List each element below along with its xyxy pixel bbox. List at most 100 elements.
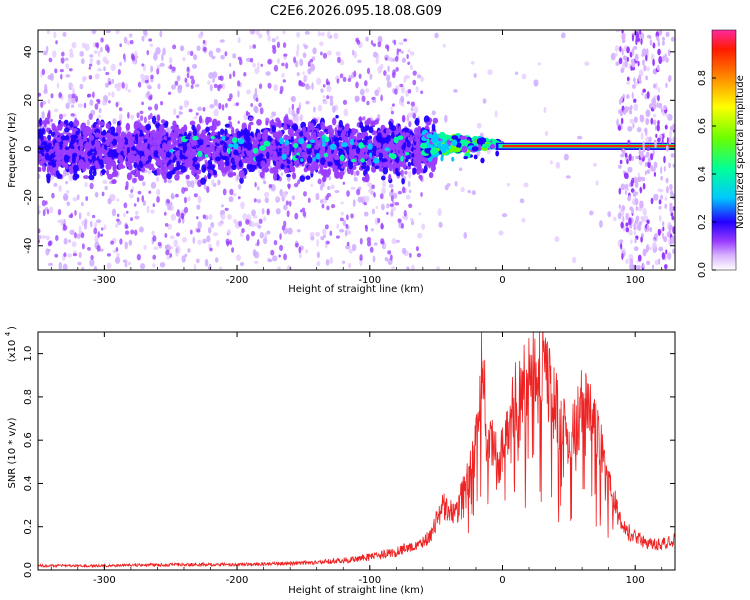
spectrogram-noise-cell xyxy=(390,195,394,202)
spectrogram-noise-cell xyxy=(38,205,41,210)
spectrogram-noise-cell xyxy=(178,218,181,224)
spectrogram-x-ticks: -300 -200 -100 0 100 xyxy=(50,30,663,286)
spectrogram-noise-cell xyxy=(212,77,215,83)
spectrogram-band-cell xyxy=(120,150,124,157)
spectrogram-band-cell xyxy=(407,161,412,167)
snr-x-tick-label: -100 xyxy=(358,575,381,586)
spectrogram-noise-cell xyxy=(283,53,288,57)
spectrogram-noise-cell xyxy=(69,83,74,89)
spectrogram-noise-cell xyxy=(238,58,243,66)
spectrogram-noise-cell xyxy=(358,73,362,79)
spectrogram-noise-cell xyxy=(436,266,440,270)
spectrogram-band-cell xyxy=(141,142,146,151)
spectrogram-noise-cell xyxy=(628,153,632,162)
spectrogram-noise-cell xyxy=(324,224,329,230)
spectrogram-noise-cell xyxy=(340,201,344,205)
spectrogram-transition-cell xyxy=(430,148,438,155)
spectrogram-noise-cell xyxy=(623,109,627,116)
spectrogram-noise-cell xyxy=(272,47,277,54)
spectrogram-noise-cell xyxy=(111,91,115,98)
spectrogram-noise-cell xyxy=(521,73,527,80)
spectrogram-band-cell xyxy=(212,137,216,144)
spectrogram-noise-cell xyxy=(383,70,387,77)
spectrogram-highlight-cell xyxy=(367,143,373,151)
spectrogram-noise-cell xyxy=(654,140,657,149)
spectrogram-band-cell xyxy=(72,134,79,140)
spectrogram-noise-cell xyxy=(622,215,625,223)
spectrogram-noise-cell xyxy=(260,63,263,67)
spectrogram-noise-cell xyxy=(621,253,624,260)
spectrogram-band-cell xyxy=(128,139,134,148)
spectrogram-band-cell xyxy=(386,159,391,166)
spectrogram-band-cell xyxy=(215,146,221,155)
spectrogram-noise-cell xyxy=(60,57,65,64)
spectrogram-noise-cell xyxy=(87,247,91,251)
spectrogram-noise-cell xyxy=(618,57,623,65)
spectrogram-noise-cell xyxy=(242,213,248,221)
spectrogram-band-cell xyxy=(292,172,297,180)
spectrogram-highlight-cell xyxy=(389,153,397,160)
spectrogram-noise-cell xyxy=(153,246,159,250)
spectrogram-noise-cell xyxy=(669,190,674,197)
spectrogram-noise-cell xyxy=(646,48,649,57)
spectrogram-noise-cell xyxy=(316,239,319,247)
spectrogram-noise-cell xyxy=(637,224,641,231)
spectrogram-band-cell xyxy=(189,166,196,171)
spectrogram-band-cell xyxy=(174,173,180,181)
spectrogram-noise-cell xyxy=(154,103,159,111)
spectrogram-noise-cell xyxy=(467,190,472,194)
spectrogram-noise-cell xyxy=(130,217,133,222)
spectrogram-noise-cell xyxy=(363,195,366,200)
spectrogram-noise-cell xyxy=(85,196,89,202)
spectrogram-noise-cell xyxy=(183,206,189,214)
spectrogram-noise-cell xyxy=(56,82,60,89)
spectrogram-noise-cell xyxy=(209,84,213,92)
spectrogram-noise-cell xyxy=(235,102,240,107)
spectrogram-band-cell xyxy=(320,169,326,176)
spectrogram-noise-cell xyxy=(124,262,128,268)
spectrogram-highlight-cell xyxy=(192,135,199,141)
spectrogram-noise-cell xyxy=(115,101,119,108)
spectrogram-band-cell xyxy=(319,152,324,157)
spectrogram-band-cell xyxy=(137,170,141,178)
spectrogram-band-cell xyxy=(234,155,241,162)
spectrogram-noise-cell xyxy=(309,231,315,239)
spectrogram-noise-cell xyxy=(235,254,242,261)
spectrogram-band-cell xyxy=(99,159,104,166)
spectrogram-noise-cell xyxy=(672,163,675,168)
spectrogram-band-cell xyxy=(117,155,124,160)
spectrogram-noise-cell xyxy=(563,153,569,161)
spectrogram-noise-cell xyxy=(636,127,642,133)
spectrogram-noise-cell xyxy=(130,114,135,120)
spectrogram-noise-cell xyxy=(658,199,662,205)
spectrogram-band-cell xyxy=(269,167,275,174)
spectrogram-noise-cell xyxy=(646,146,650,151)
spectrogram-band-cell xyxy=(431,123,436,132)
spectrogram-band-cell xyxy=(185,174,190,180)
spectrogram-noise-cell xyxy=(646,260,651,265)
spectrogram-noise-cell xyxy=(69,48,73,55)
spectrogram-highlight-cell xyxy=(329,143,337,151)
spectrogram-band-cell xyxy=(112,165,117,173)
spectrogram-noise-cell xyxy=(434,32,439,39)
spectrogram-transition-cell xyxy=(451,135,459,140)
spectrogram-noise-cell xyxy=(129,39,134,45)
spectrogram-noise-cell xyxy=(104,82,109,88)
spectrogram-noise-cell xyxy=(396,48,399,56)
spectrogram-noise-cell xyxy=(470,61,475,65)
spectrogram-noise-cell xyxy=(392,69,396,76)
spectrogram-noise-cell xyxy=(365,225,368,232)
spectrogram-noise-cell xyxy=(42,209,46,217)
spectrogram-noise-cell xyxy=(619,159,623,165)
spectrogram-noise-cell xyxy=(644,162,648,167)
spectrogram-noise-cell xyxy=(93,266,98,270)
spectrogram-noise-cell xyxy=(397,218,402,223)
spectrogram-noise-cell xyxy=(169,253,173,258)
spectrogram-noise-cell xyxy=(595,180,599,186)
spectrogram-noise-cell xyxy=(620,183,626,191)
spectrogram-noise-cell xyxy=(61,113,67,118)
spectrogram-band-cell xyxy=(117,164,122,170)
spectrogram-noise-cell xyxy=(59,68,64,73)
spectrogram-band-cell xyxy=(331,117,337,126)
spectrogram-band-cell xyxy=(125,122,131,131)
